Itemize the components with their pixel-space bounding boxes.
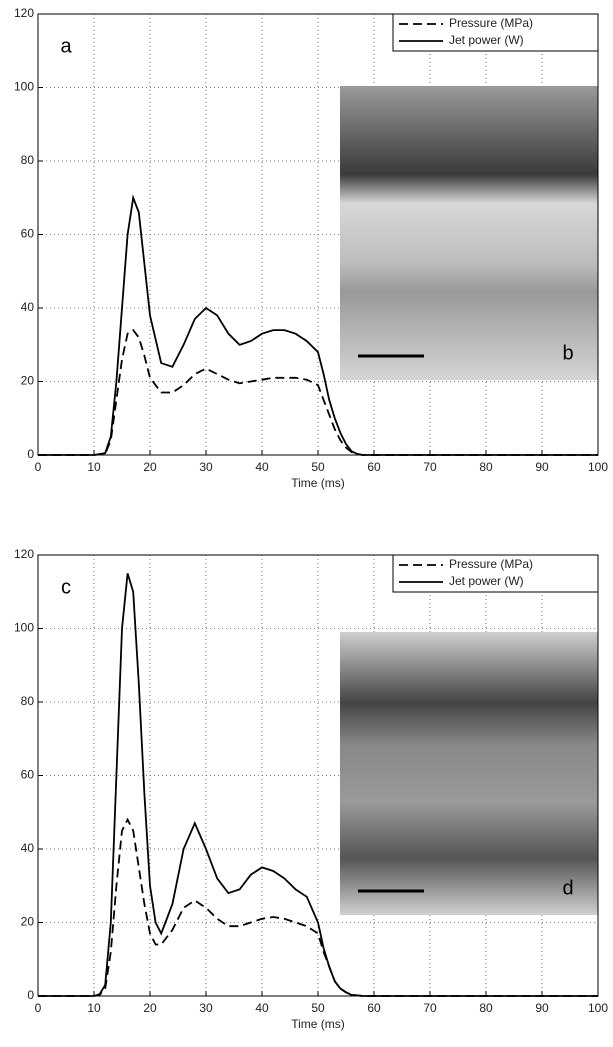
x-tick-label: 90 [535,1001,549,1015]
x-tick-label: 80 [479,460,493,474]
x-tick-label: 60 [367,460,381,474]
x-tick-label: 80 [479,1001,493,1015]
panel-label: c [61,576,71,598]
legend-box [392,13,599,52]
x-tick-label: 10 [87,1001,101,1015]
y-tick-label: 20 [21,374,35,388]
axes-frame [37,554,599,997]
x-tick-label: 100 [588,1001,608,1015]
x-tick-label: 100 [588,460,608,474]
x-tick-label: 0 [35,460,42,474]
y-tick-label: 120 [14,547,34,561]
x-tick-label: 50 [311,1001,325,1015]
y-tick-label: 40 [21,300,35,314]
y-tick-label: 20 [21,915,35,929]
x-tick-label: 50 [311,460,325,474]
y-tick-label: 80 [21,153,35,167]
legend-label: Jet power (W) [449,574,524,588]
y-tick-label: 60 [21,768,35,782]
inset-label: d [562,877,573,899]
x-axis-label: Time (ms) [291,1017,345,1031]
x-tick-label: 10 [87,460,101,474]
x-axis-label: Time (ms) [291,476,345,490]
y-tick-label: 100 [14,621,34,635]
x-tick-label: 0 [35,1001,42,1015]
x-tick-label: 40 [255,1001,269,1015]
y-tick-label: 60 [21,227,35,241]
y-tick-label: 120 [14,6,34,20]
legend-label: Jet power (W) [449,33,524,47]
inset-photo [340,86,598,380]
x-tick-label: 70 [423,1001,437,1015]
line [38,328,598,456]
inset-label: b [562,342,573,364]
y-tick-label: 100 [14,80,34,94]
legend-label: Pressure (MPa) [449,16,533,30]
inset-photo [340,632,598,915]
y-tick-label: 0 [27,447,34,461]
x-tick-label: 40 [255,460,269,474]
x-tick-label: 70 [423,460,437,474]
axes-frame [37,13,599,456]
x-tick-label: 20 [143,1001,157,1015]
legend-box [392,554,599,593]
panel-label: a [60,35,72,57]
x-tick-label: 60 [367,1001,381,1015]
line [38,194,598,456]
legend-label: Pressure (MPa) [449,557,533,571]
line [38,573,598,997]
x-tick-label: 30 [199,460,213,474]
x-tick-label: 30 [199,1001,213,1015]
x-tick-label: 20 [143,460,157,474]
y-tick-label: 0 [27,988,34,1002]
y-tick-label: 40 [21,841,35,855]
x-tick-label: 90 [535,460,549,474]
y-tick-label: 80 [21,694,35,708]
